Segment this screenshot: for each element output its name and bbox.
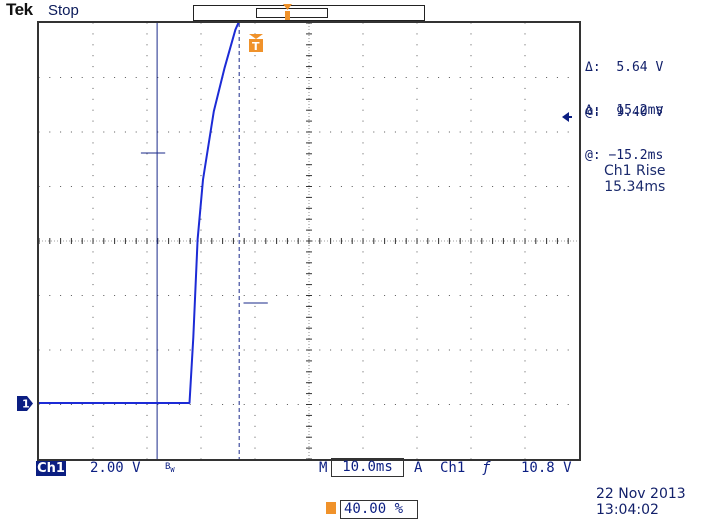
trigger-level-marker-icon	[562, 112, 572, 122]
bandwidth-limit-indicator: BW	[165, 462, 175, 474]
graticule	[39, 23, 579, 459]
measurement-name: Ch1 Rise	[604, 163, 666, 179]
at-symbol: @:	[585, 105, 601, 120]
date: 22 Nov 2013	[596, 486, 686, 502]
waveform-display[interactable]	[37, 21, 581, 461]
time-delta: 15.2ms	[616, 103, 664, 118]
time-at: −15.2ms	[608, 148, 664, 163]
brand-logo: Tek	[6, 0, 33, 19]
record-view-bar	[193, 5, 425, 21]
time-cursor-readout: Δ: 15.2ms @: −15.2ms	[585, 73, 663, 178]
measurement-readout: Ch1 Rise 15.34ms	[604, 163, 666, 195]
measurement-value: 15.34ms	[604, 179, 666, 195]
acquisition-mode: A	[414, 460, 423, 476]
trigger-position-icon	[326, 502, 336, 514]
channel-marker-label: 1	[22, 398, 30, 411]
time: 13:04:02	[596, 502, 659, 518]
record-view-window	[256, 8, 328, 18]
trigger-level: 10.8 V	[521, 460, 572, 476]
delta-symbol: Δ:	[585, 60, 601, 75]
ch1-trace	[39, 23, 240, 404]
trigger-source: Ch1	[440, 460, 466, 476]
at-symbol: @:	[585, 148, 601, 163]
record-trigger-icon	[283, 4, 292, 20]
trigger-position-marker-icon[interactable]: T	[249, 34, 263, 52]
amplitude-at: 9.40 V	[616, 105, 664, 120]
channel-1-marker-icon[interactable]: 1	[17, 396, 33, 411]
volts-per-div: 2.00 V	[90, 460, 141, 476]
time-per-div[interactable]: 10.0ms	[331, 458, 404, 477]
amplitude-cursor-readout: Δ: 5.64 V @: 9.40 V	[585, 30, 663, 135]
trigger-marker-label: T	[252, 40, 260, 52]
main-timebase-label: M	[319, 460, 328, 476]
amplitude-delta: 5.64 V	[616, 60, 664, 75]
delta-symbol: Δ:	[585, 103, 601, 118]
rising-edge-icon: ƒ	[482, 460, 491, 476]
run-state: Stop	[48, 2, 79, 19]
trigger-position[interactable]: 40.00 %	[340, 500, 418, 519]
channel-badge[interactable]: Ch1	[36, 461, 66, 476]
